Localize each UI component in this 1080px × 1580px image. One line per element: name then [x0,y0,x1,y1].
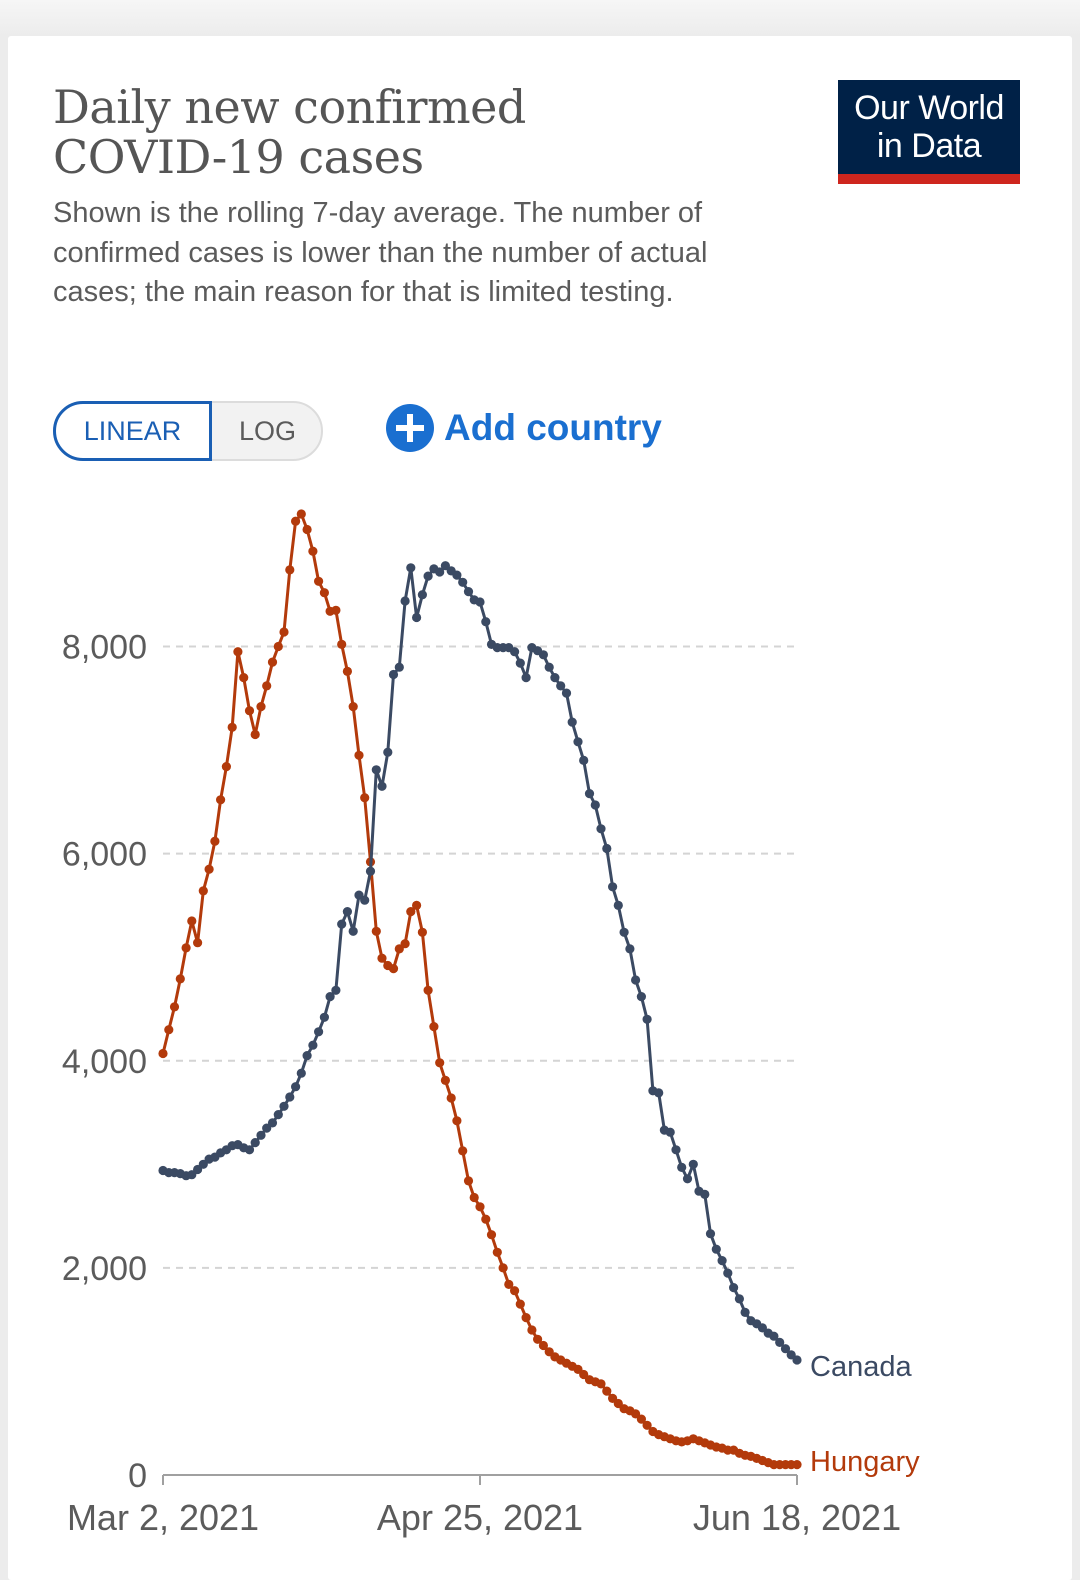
top-shade [0,0,1080,36]
log-scale-button[interactable]: LOG [238,415,297,446]
add-country-label: Add country [444,407,662,448]
owid-logo[interactable]: Our World in Data [838,80,1020,184]
logo-line-1: Our World [854,89,1004,127]
logo-line-2: in Data [876,127,982,165]
plus-circle-icon [386,404,434,452]
chart-card: Daily new confirmed COVID-19 cases Shown… [8,36,1072,1580]
chart-subtitle: Shown is the rolling 7-day average. The … [53,197,708,308]
chart-title: Daily new confirmed COVID-19 cases [53,80,526,184]
add-country-button[interactable]: Add country [386,402,662,454]
linear-scale-button[interactable]: LINEAR [53,401,212,461]
scale-toggle: LINEAR LOG [53,401,323,461]
